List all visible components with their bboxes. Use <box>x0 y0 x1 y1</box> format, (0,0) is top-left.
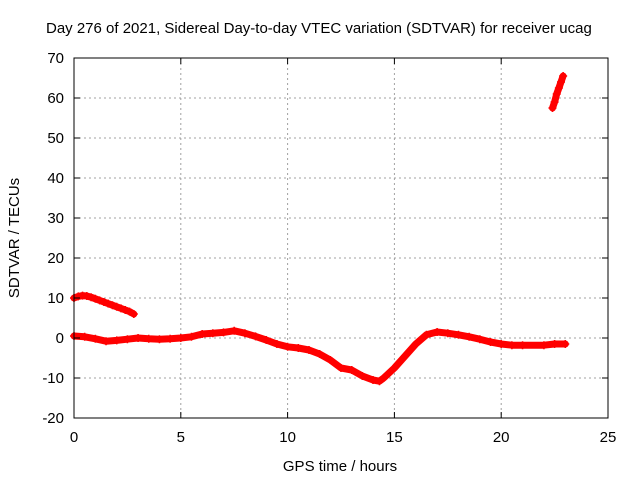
data-point <box>315 350 324 358</box>
data-point <box>219 328 228 337</box>
data-point <box>104 299 113 308</box>
data-point <box>401 352 410 360</box>
data-point <box>121 306 130 314</box>
data-point <box>304 346 313 354</box>
data-point <box>176 334 185 342</box>
data-point <box>112 302 121 311</box>
y-tick-label: 0 <box>56 330 64 347</box>
data-point <box>379 374 388 382</box>
series-main-track <box>70 326 570 386</box>
data-point <box>518 341 527 350</box>
data-point <box>134 334 143 342</box>
chart-title: Day 276 of 2021, Sidereal Day-to-day VTE… <box>46 20 592 37</box>
data-point <box>554 84 563 92</box>
y-tick-label: 20 <box>47 250 64 267</box>
x-tick-label: 20 <box>493 429 510 446</box>
x-axis-label: GPS time / hours <box>283 458 397 475</box>
data-point <box>552 90 561 98</box>
y-tick-label: 40 <box>47 170 64 187</box>
x-tick-label: 0 <box>70 429 78 446</box>
data-point <box>108 301 117 310</box>
data-point <box>95 296 104 305</box>
data-point <box>557 78 566 86</box>
data-point <box>475 335 484 344</box>
data-point <box>443 329 452 338</box>
data-point <box>155 335 164 344</box>
data-point <box>99 298 108 306</box>
data-point <box>251 332 260 341</box>
x-tick-label: 25 <box>600 429 617 446</box>
data-point <box>102 337 111 346</box>
data-point <box>465 332 474 341</box>
data-point <box>82 292 91 300</box>
data-point <box>74 292 83 301</box>
data-point <box>166 334 175 343</box>
data-points <box>70 72 570 386</box>
data-point <box>347 366 356 374</box>
data-point <box>87 293 96 302</box>
data-point <box>272 340 281 348</box>
data-point <box>548 104 557 112</box>
data-point <box>326 356 335 364</box>
y-tick-label: 60 <box>47 90 64 107</box>
y-axis-label: SDTVAR / TECUs <box>6 178 23 298</box>
data-point <box>507 341 516 350</box>
y-tick-label: 50 <box>47 130 64 147</box>
data-point <box>454 330 463 339</box>
y-tick-label: 70 <box>47 50 64 67</box>
data-point <box>422 330 431 339</box>
data-point <box>198 330 207 338</box>
y-tick-label: -20 <box>42 410 64 427</box>
grid-lines <box>74 58 608 418</box>
x-tick-label: 10 <box>279 429 296 446</box>
x-tick-label: 15 <box>386 429 403 446</box>
data-point <box>187 332 196 341</box>
data-point <box>550 340 559 348</box>
data-point <box>230 326 239 335</box>
y-tick-label: -10 <box>42 370 64 387</box>
data-point <box>433 328 442 336</box>
data-point <box>486 338 495 346</box>
data-point <box>337 364 345 372</box>
x-tick-label: 5 <box>177 429 185 446</box>
data-point <box>539 341 548 350</box>
x-axis-ticks: 0 5 10 15 20 25 <box>70 58 617 446</box>
data-point <box>411 340 420 348</box>
data-point <box>283 342 292 351</box>
y-tick-label: 30 <box>47 210 64 227</box>
data-point <box>294 344 303 352</box>
data-point <box>369 376 378 384</box>
data-point <box>497 340 506 348</box>
data-point <box>125 307 134 316</box>
data-point <box>116 304 125 313</box>
y-tick-label: 10 <box>47 290 64 307</box>
data-point <box>91 334 100 343</box>
data-point <box>240 329 249 338</box>
data-point <box>358 372 367 380</box>
series-steep-late-arc <box>548 72 568 112</box>
plot-frame <box>73 57 609 419</box>
data-point <box>80 332 89 341</box>
data-point <box>390 364 399 372</box>
data-point <box>375 377 384 386</box>
data-point <box>144 334 153 343</box>
data-point <box>208 329 217 338</box>
data-point <box>262 336 271 344</box>
data-point <box>112 336 121 345</box>
data-point <box>91 294 100 303</box>
series-upper-arc-early <box>70 291 138 318</box>
y-axis-ticks: -20 -10 0 10 20 30 40 50 60 70 <box>42 50 608 427</box>
data-point <box>123 335 132 344</box>
data-point <box>559 72 568 80</box>
data-point <box>129 310 138 318</box>
data-point <box>550 98 559 106</box>
data-point <box>561 340 570 348</box>
